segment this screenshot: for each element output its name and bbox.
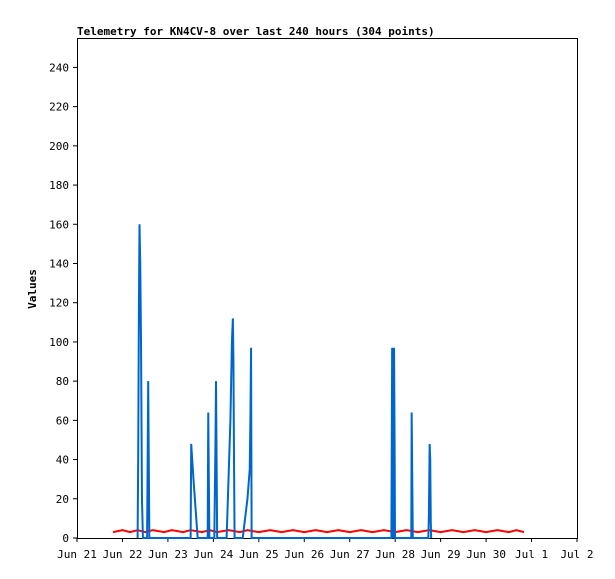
y-tick-label: 180 bbox=[49, 179, 69, 192]
y-axis-label: Values bbox=[26, 269, 39, 309]
x-tick-label: Jun 21 bbox=[57, 548, 97, 561]
y-tick-label: 200 bbox=[49, 140, 69, 153]
y-tick-label: 120 bbox=[49, 297, 69, 310]
y-tick-label: 220 bbox=[49, 101, 69, 114]
plot-frame bbox=[77, 38, 578, 539]
y-tick-label: 40 bbox=[56, 454, 69, 467]
x-tick-label: Jun 26 bbox=[284, 548, 324, 561]
chart-title: Telemetry for KN4CV-8 over last 240 hour… bbox=[77, 25, 435, 38]
x-tick-label: Jun 29 bbox=[421, 548, 461, 561]
y-tick-label: 140 bbox=[49, 257, 69, 270]
x-tick-label: Jun 25 bbox=[239, 548, 279, 561]
x-tick-label: Jun 28 bbox=[375, 548, 415, 561]
series-layer bbox=[112, 224, 525, 539]
y-tick-label: 0 bbox=[62, 532, 69, 545]
y-tick-label: 240 bbox=[49, 61, 69, 74]
series-line-0 bbox=[112, 529, 525, 534]
y-tick-label: 60 bbox=[56, 414, 69, 427]
x-tick-label: Jul 2 bbox=[560, 548, 593, 561]
x-axis: Jun 21 Jun 22 Jun 23 Jun 24 Jun 25 Jun 26 Jun … bbox=[57, 538, 594, 561]
y-axis: 0 20 40 60 80 100 120 140 160 180 200 220 240 bbox=[49, 61, 77, 545]
x-tick-label: Jun 27 bbox=[330, 548, 370, 561]
y-tick-label: 80 bbox=[56, 375, 69, 388]
y-tick-label: 20 bbox=[56, 493, 69, 506]
x-tick-label: Jun 22 bbox=[103, 548, 143, 561]
x-tick-label: Jul 1 bbox=[515, 548, 548, 561]
y-tick-label: 160 bbox=[49, 218, 69, 231]
x-tick-label: Jun 24 bbox=[193, 548, 233, 561]
x-tick-label: Jun 23 bbox=[148, 548, 188, 561]
x-tick-label: Jun 30 bbox=[466, 548, 506, 561]
y-tick-label: 100 bbox=[49, 336, 69, 349]
series-line-1 bbox=[136, 224, 433, 539]
